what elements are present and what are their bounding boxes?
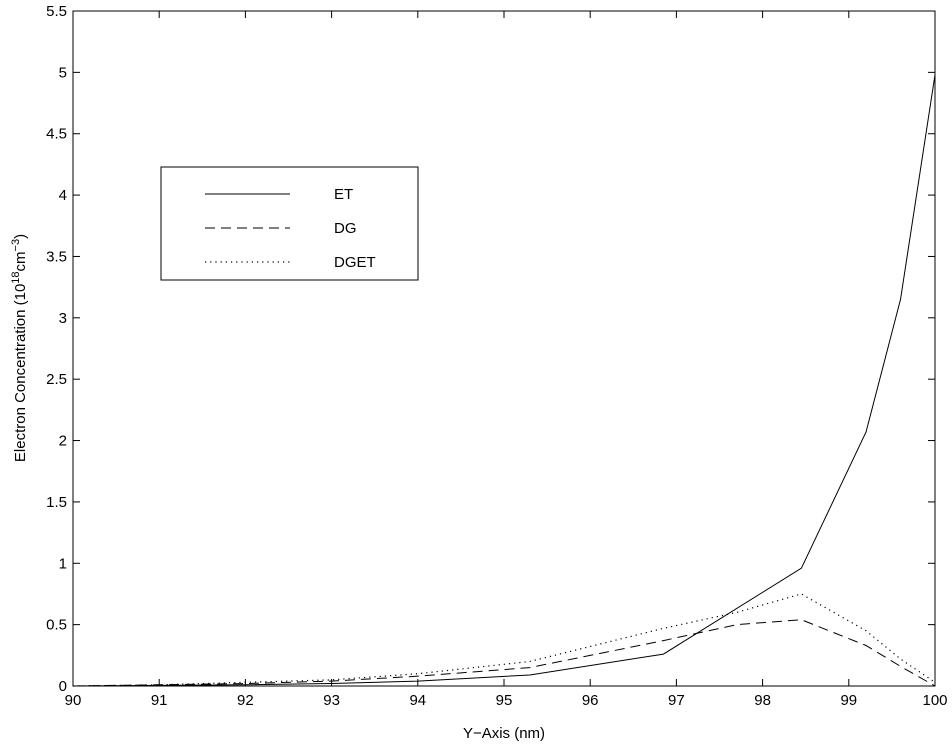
series-lines	[72, 74, 936, 687]
y-tick-label: 2.5	[46, 371, 67, 388]
x-tick-label: 92	[237, 692, 254, 709]
y-axis-label-sup2: −3	[10, 239, 22, 252]
y-tick-label: 1.5	[46, 494, 67, 511]
y-tick-label: 3.5	[46, 248, 67, 265]
y-tick-label: 2	[59, 433, 67, 450]
y-tick-label: 5	[59, 64, 67, 81]
legend-label-et: ET	[334, 186, 353, 203]
x-tick-label: 93	[323, 692, 340, 709]
y-axis-label-prefix: Electron Concentration (10	[12, 284, 29, 462]
legend-label-dget: DGET	[334, 254, 376, 271]
y-axis-label-suffix: )	[12, 234, 29, 239]
legend: ET DG DGET	[160, 166, 419, 281]
series-line-dg	[72, 619, 936, 687]
x-tick-label: 98	[754, 692, 771, 709]
y-tick-label: 0	[59, 678, 67, 695]
x-tick-label: 97	[668, 692, 685, 709]
y-tick-labels: 0 0.5 1 1.5 2 2.5 3 3.5 4 4.5 5 5.5	[46, 3, 67, 695]
x-tick-label: 99	[840, 692, 857, 709]
y-tick-label: 4.5	[46, 126, 67, 143]
legend-box	[160, 166, 419, 281]
x-tick-label: 100	[922, 692, 947, 709]
plot-area	[72, 10, 936, 687]
x-tick-label: 91	[151, 692, 168, 709]
y-tick-label: 3	[59, 310, 67, 327]
x-tick-label: 96	[582, 692, 599, 709]
x-tick-label: 94	[409, 692, 426, 709]
x-axis-label: Y−Axis (nm)	[463, 725, 545, 742]
y-tick-label: 5.5	[46, 3, 67, 20]
series-line-et	[72, 74, 936, 687]
x-tick-labels: 90 91 92 93 94 95 96 97 98 99 100	[65, 692, 948, 709]
y-tick-label: 0.5	[46, 617, 67, 634]
y-axis-label-mid: cm	[12, 251, 29, 271]
legend-label-dg: DG	[334, 220, 357, 237]
x-tick-label: 90	[65, 692, 82, 709]
y-axis-label-sup1: 18	[10, 271, 22, 283]
y-axis-label: Electron Concentration (1018cm−3)	[10, 234, 29, 462]
y-tick-label: 4	[59, 187, 67, 204]
y-tick-label: 1	[59, 555, 67, 572]
x-tick-label: 95	[496, 692, 513, 709]
